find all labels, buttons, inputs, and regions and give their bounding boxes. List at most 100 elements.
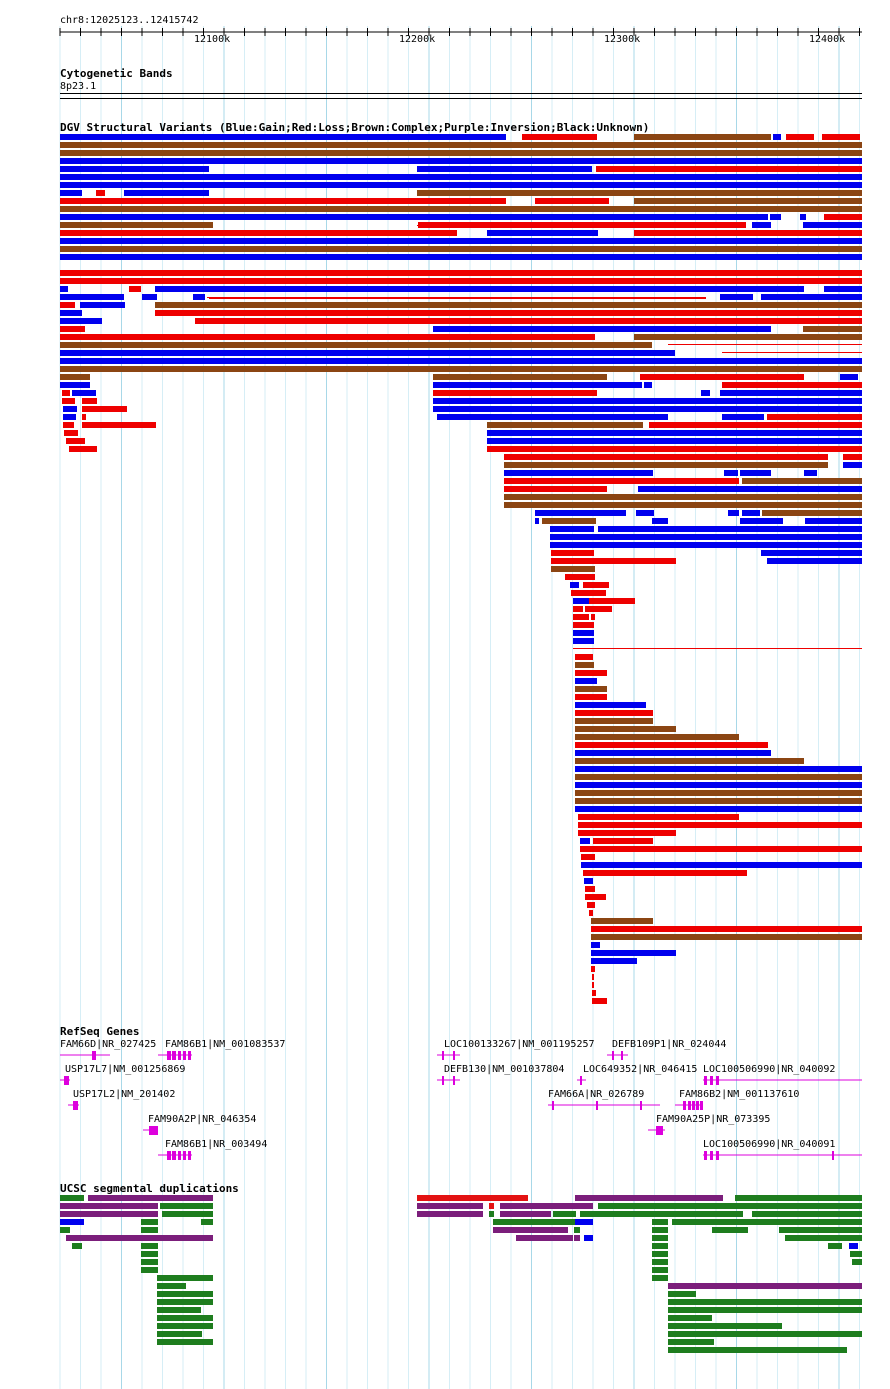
segdup-feature[interactable] <box>668 1339 714 1345</box>
dgv-variant[interactable] <box>522 134 597 140</box>
dgv-variant[interactable] <box>636 510 654 516</box>
segdup-feature[interactable] <box>516 1235 573 1241</box>
dgv-variant[interactable] <box>649 422 862 428</box>
dgv-variant[interactable] <box>60 142 862 148</box>
dgv-variant[interactable] <box>591 958 637 964</box>
dgv-variant[interactable] <box>96 190 105 196</box>
dgv-variant[interactable] <box>591 950 676 956</box>
dgv-variant[interactable] <box>417 190 862 196</box>
dgv-variant[interactable] <box>573 606 583 612</box>
dgv-variant[interactable] <box>63 406 77 412</box>
segdup-feature[interactable] <box>500 1211 551 1217</box>
segdup-feature[interactable] <box>785 1235 862 1241</box>
dgv-variant[interactable] <box>487 422 643 428</box>
dgv-variant[interactable] <box>60 134 506 140</box>
dgv-variant[interactable] <box>63 414 76 420</box>
dgv-variant[interactable] <box>551 550 594 556</box>
dgv-variant[interactable] <box>195 318 862 324</box>
dgv-variant[interactable] <box>652 518 668 524</box>
dgv-variant[interactable] <box>535 518 539 524</box>
segdup-feature[interactable] <box>201 1219 213 1225</box>
dgv-variant[interactable] <box>60 222 213 228</box>
dgv-variant[interactable] <box>155 286 804 292</box>
dgv-variant[interactable] <box>591 926 862 932</box>
dgv-variant[interactable] <box>761 294 862 300</box>
dgv-variant[interactable] <box>803 222 862 228</box>
dgv-variant[interactable] <box>589 910 593 916</box>
dgv-variant[interactable] <box>740 470 771 476</box>
dgv-variant[interactable] <box>433 398 862 404</box>
dgv-variant[interactable] <box>60 190 82 196</box>
dgv-variant[interactable] <box>60 342 652 348</box>
segdup-feature[interactable] <box>88 1195 213 1201</box>
dgv-variant[interactable] <box>504 478 739 484</box>
segdup-feature[interactable] <box>157 1339 213 1345</box>
dgv-variant[interactable] <box>60 158 862 164</box>
segdup-feature[interactable] <box>553 1211 576 1217</box>
dgv-variant[interactable] <box>573 638 594 644</box>
segdup-feature[interactable] <box>668 1291 696 1297</box>
gene-label[interactable]: USP17L2|NM_201402 <box>73 1089 176 1100</box>
segdup-feature[interactable] <box>668 1331 862 1337</box>
dgv-variant[interactable] <box>585 886 595 892</box>
dgv-variant[interactable] <box>840 374 858 380</box>
dgv-variant[interactable] <box>585 606 612 612</box>
dgv-variant[interactable] <box>550 542 862 548</box>
dgv-variant[interactable] <box>575 774 862 780</box>
gene-label[interactable]: FAM86B1|NR_003494 <box>165 1139 268 1150</box>
segdup-feature[interactable] <box>417 1211 483 1217</box>
dgv-variant[interactable] <box>69 446 97 452</box>
dgv-variant[interactable] <box>504 486 607 492</box>
dgv-variant[interactable] <box>591 918 653 924</box>
segdup-feature[interactable] <box>852 1259 862 1265</box>
segdup-feature[interactable] <box>141 1227 158 1233</box>
dgv-variant[interactable] <box>60 174 862 180</box>
dgv-variant[interactable] <box>60 254 862 260</box>
dgv-variant[interactable] <box>193 294 205 300</box>
dgv-variant[interactable] <box>60 366 862 372</box>
dgv-variant[interactable] <box>573 622 594 628</box>
dgv-variant[interactable] <box>592 974 594 980</box>
dgv-variant[interactable] <box>60 182 862 188</box>
dgv-variant[interactable] <box>60 374 90 380</box>
dgv-variant[interactable] <box>644 382 652 388</box>
segdup-feature[interactable] <box>72 1243 82 1249</box>
dgv-variant[interactable] <box>575 798 862 804</box>
segdup-feature[interactable] <box>489 1203 494 1209</box>
segdup-feature[interactable] <box>652 1235 668 1241</box>
dgv-variant[interactable] <box>60 246 862 252</box>
dgv-variant[interactable] <box>767 558 862 564</box>
dgv-variant[interactable] <box>575 702 646 708</box>
dgv-variant[interactable] <box>592 990 596 996</box>
dgv-variant[interactable] <box>591 614 595 620</box>
segdup-feature[interactable] <box>580 1211 743 1217</box>
dgv-variant[interactable] <box>60 358 862 364</box>
dgv-variant[interactable] <box>60 334 595 340</box>
dgv-variant[interactable] <box>60 294 124 300</box>
dgv-variant[interactable] <box>575 790 862 796</box>
dgv-variant[interactable] <box>762 510 862 516</box>
dgv-variant[interactable] <box>551 558 676 564</box>
dgv-variant[interactable] <box>417 166 592 172</box>
dgv-variant[interactable] <box>722 382 862 388</box>
segdup-feature[interactable] <box>157 1291 213 1297</box>
dgv-variant[interactable] <box>575 758 804 764</box>
dgv-variant[interactable] <box>437 414 668 420</box>
segdup-feature[interactable] <box>141 1243 158 1249</box>
segdup-feature[interactable] <box>652 1267 668 1273</box>
dgv-variant[interactable] <box>82 422 156 428</box>
dgv-variant[interactable] <box>124 190 209 196</box>
dgv-variant-connector[interactable] <box>207 297 706 298</box>
dgv-variant[interactable] <box>640 374 804 380</box>
dgv-variant[interactable] <box>580 846 862 852</box>
dgv-variant[interactable] <box>504 462 828 468</box>
dgv-variant[interactable] <box>60 326 85 332</box>
segdup-feature[interactable] <box>60 1227 70 1233</box>
dgv-variant[interactable] <box>593 838 653 844</box>
dgv-variant-connector[interactable] <box>722 352 862 353</box>
segdup-feature[interactable] <box>652 1243 668 1249</box>
dgv-variant[interactable] <box>72 390 96 396</box>
dgv-variant[interactable] <box>585 894 606 900</box>
dgv-variant[interactable] <box>634 334 862 340</box>
dgv-variant[interactable] <box>803 326 862 332</box>
